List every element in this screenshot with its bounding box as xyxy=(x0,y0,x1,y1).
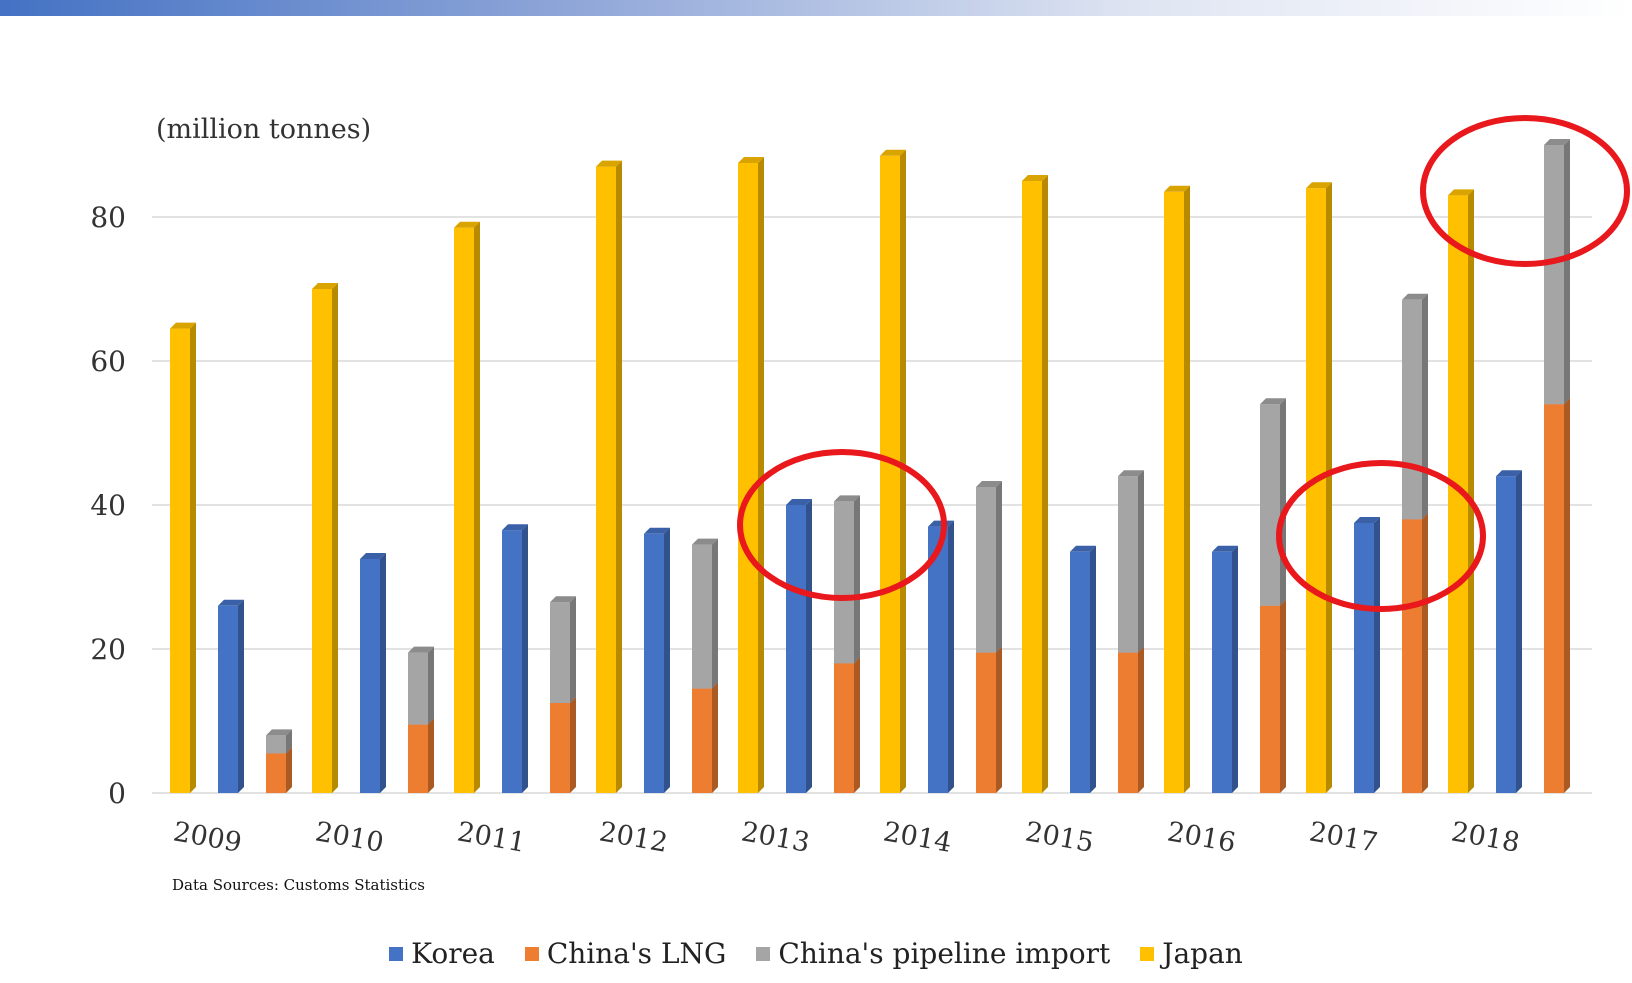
annotations xyxy=(737,115,1630,612)
highlight-ellipse xyxy=(1276,460,1486,612)
y-tick-label: 40 xyxy=(90,489,126,522)
legend-item: China's LNG xyxy=(524,937,727,970)
bar-china-pipeline-2017 xyxy=(1402,293,1428,520)
bar-japan-2012 xyxy=(596,160,622,794)
bar-china-pipeline-2015 xyxy=(1118,470,1144,653)
bar-japan-2015 xyxy=(1022,175,1048,793)
bar-korea-2011 xyxy=(502,524,528,793)
bar-korea-2016 xyxy=(1212,545,1238,793)
x-tick-label: 2010 xyxy=(313,816,386,858)
y-tick-label: 80 xyxy=(90,201,126,234)
bar-china-pipeline-2016 xyxy=(1260,398,1286,606)
bar-japan-2010 xyxy=(312,283,338,793)
bar-china-pipeline-2011 xyxy=(550,596,576,703)
y-tick-label: 20 xyxy=(90,633,126,666)
x-tick-label: 2015 xyxy=(1023,816,1096,858)
legend-label: China's pipeline import xyxy=(778,937,1111,970)
y-axis-ticks: 0 20 40 60 80 xyxy=(90,201,126,810)
bar-china-lng-2012 xyxy=(692,682,718,793)
bar-china-pipeline-2010 xyxy=(408,646,434,725)
bar-china-lng-2011 xyxy=(550,697,576,793)
legend-swatch xyxy=(389,946,404,961)
bar-korea-2013 xyxy=(786,499,812,793)
highlight-ellipse xyxy=(1420,115,1630,267)
legend-swatch xyxy=(524,946,539,961)
bar-korea-2017 xyxy=(1354,517,1380,793)
bar-china-pipeline-2009 xyxy=(266,729,292,754)
bar-china-lng-2010 xyxy=(408,718,434,793)
x-tick-label: 2009 xyxy=(171,816,244,858)
legend-swatch xyxy=(756,946,771,961)
bar-japan-2011 xyxy=(454,221,480,794)
legend-swatch xyxy=(1140,946,1155,961)
bars xyxy=(170,139,1570,794)
x-tick-label: 2018 xyxy=(1449,816,1522,858)
bar-china-lng-2009 xyxy=(266,747,292,793)
y-tick-label: 60 xyxy=(90,345,126,378)
bar-china-lng-2018 xyxy=(1544,398,1570,793)
bar-japan-2009 xyxy=(170,322,196,793)
bar-china-lng-2016 xyxy=(1260,599,1286,793)
x-tick-label: 2013 xyxy=(739,816,812,858)
legend-label: Korea xyxy=(411,937,495,970)
bar-japan-2018 xyxy=(1448,189,1474,793)
bar-china-pipeline-2014 xyxy=(976,481,1002,653)
bar-china-lng-2014 xyxy=(976,646,1002,793)
legend: Korea China's LNG China's pipeline import J… xyxy=(0,937,1632,970)
bar-korea-2015 xyxy=(1070,545,1096,793)
bar-china-lng-2013 xyxy=(834,657,860,793)
bar-china-pipeline-2012 xyxy=(692,538,718,689)
bar-china-pipeline-2013 xyxy=(834,495,860,664)
bar-korea-2012 xyxy=(644,527,670,793)
legend-item: Japan xyxy=(1140,937,1243,970)
bar-korea-2018 xyxy=(1496,470,1522,793)
bar-china-pipeline-2018 xyxy=(1544,139,1570,405)
legend-item: China's pipeline import xyxy=(756,937,1110,970)
header-gradient-bar xyxy=(0,0,1632,16)
x-tick-label: 2016 xyxy=(1165,816,1238,858)
source-note: Data Sources: Customs Statistics xyxy=(172,876,425,894)
x-tick-label: 2017 xyxy=(1307,816,1380,858)
x-axis-ticks: 2009 2010 2011 2012 2013 2014 2015 2016 2017 2018 xyxy=(171,816,1522,858)
bar-china-lng-2017 xyxy=(1402,513,1428,793)
y-axis-unit-label: (million tonnes) xyxy=(156,114,372,145)
gridlines xyxy=(152,216,1592,794)
bar-korea-2014 xyxy=(928,520,954,793)
bar-japan-2017 xyxy=(1306,182,1332,793)
bar-japan-2014 xyxy=(880,149,906,794)
bar-japan-2016 xyxy=(1164,185,1190,794)
highlight-ellipse xyxy=(737,449,947,601)
y-tick-label: 0 xyxy=(108,777,126,810)
x-tick-label: 2014 xyxy=(881,816,954,858)
bar-korea-2009 xyxy=(218,599,244,793)
bar-korea-2010 xyxy=(360,553,386,793)
legend-label: Japan xyxy=(1162,937,1243,970)
x-tick-label: 2012 xyxy=(597,816,670,858)
bar-china-lng-2015 xyxy=(1118,646,1144,793)
x-tick-label: 2011 xyxy=(455,816,528,858)
legend-item: Korea xyxy=(389,937,495,970)
legend-label: China's LNG xyxy=(546,937,727,970)
bar-japan-2013 xyxy=(738,157,764,793)
